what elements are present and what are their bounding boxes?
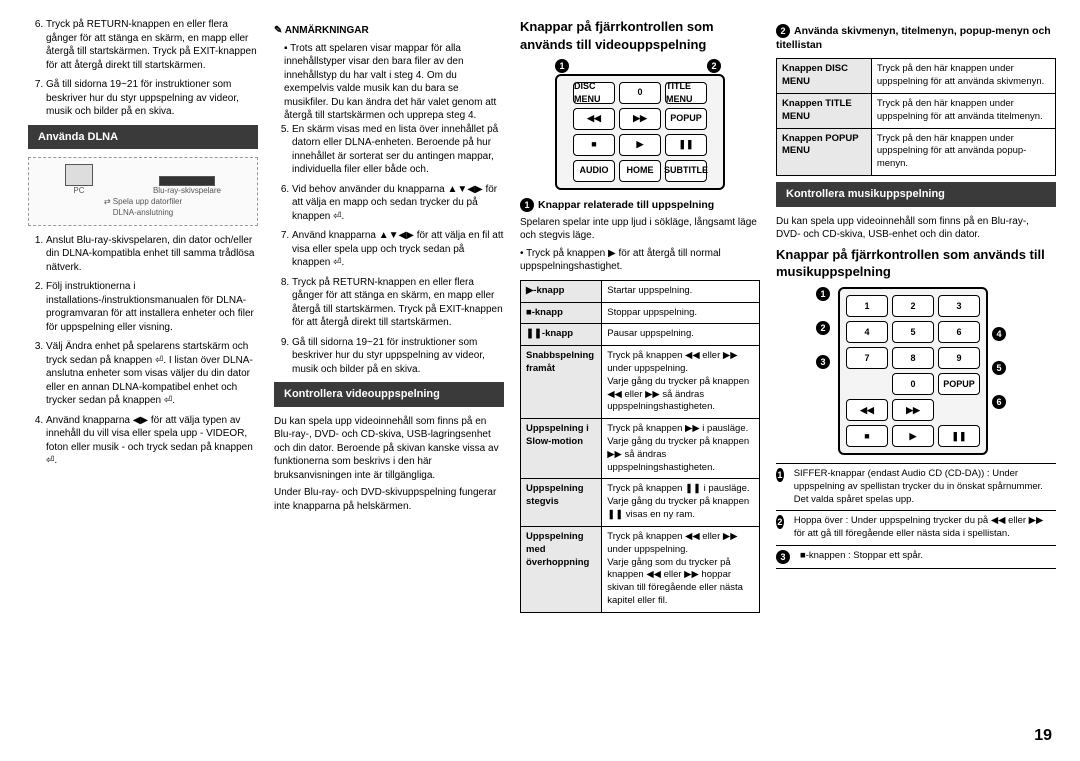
remote-button: POPUP bbox=[938, 373, 980, 395]
remote-button: ◀◀ bbox=[573, 108, 615, 130]
table-key: Knappen TITLE MENU bbox=[777, 93, 872, 128]
table-value: Tryck på den här knappen under uppspelni… bbox=[871, 128, 1055, 175]
list-item: Gå till sidorna 19~21 för instruktioner … bbox=[46, 78, 258, 119]
heading-remote-music: Knappar på fjärrkontrollen som används t… bbox=[776, 246, 1056, 281]
music-para: Du kan spela upp videoinnehåll som finns… bbox=[776, 215, 1056, 242]
table-key: Uppspelning stegvis bbox=[521, 479, 602, 526]
menu-table: Knappen DISC MENUTryck på den här knappe… bbox=[776, 58, 1056, 176]
remote-button: ■ bbox=[846, 425, 888, 447]
list-item: Gå till sidorna 19~21 för instruktioner … bbox=[292, 336, 504, 377]
sub1-text: Spelaren spelar inte upp ljud i sökläge,… bbox=[520, 216, 760, 243]
remote-music: 123 1234567890POPUP◀◀▶▶■▶❚❚ 456 bbox=[816, 287, 1016, 455]
numbered-steps-b: Anslut Blu-ray-skivspelaren, din dator o… bbox=[28, 234, 258, 468]
legend-row: 1SIFFER-knappar (endast Audio CD (CD-DA)… bbox=[776, 463, 1056, 510]
table-value: Tryck på knappen ▶▶ i pausläge. Varje gå… bbox=[602, 419, 760, 479]
page-number: 19 bbox=[1034, 725, 1052, 747]
sub2-heading: 2Använda skivmenyn, titelmenyn, popup-me… bbox=[776, 24, 1056, 52]
remote-button: 8 bbox=[892, 347, 934, 369]
remote-button: 6 bbox=[938, 321, 980, 343]
video-para-1: Du kan spela upp videoinnehåll som finns… bbox=[274, 415, 504, 483]
notes-list: Trots att spelaren visar mappar för alla… bbox=[274, 42, 504, 123]
remote-button: 0 bbox=[892, 373, 934, 395]
diagram-label-playfiles: Spela upp datorfiler bbox=[113, 197, 182, 206]
remote-button: TITLE MENU bbox=[665, 82, 707, 104]
diagram-label-pc: PC bbox=[65, 186, 93, 197]
remote-button: 2 bbox=[892, 295, 934, 317]
list-item: Tryck på RETURN-knappen en eller flera g… bbox=[292, 276, 504, 330]
table-value: Startar uppspelning. bbox=[602, 280, 760, 302]
dlna-diagram: PC Blu-ray-skivspelare ⇄ Spela upp dator… bbox=[28, 157, 258, 225]
remote-button: ❚❚ bbox=[665, 134, 707, 156]
legend-row: 3■-knappen : Stoppar ett spår. bbox=[776, 545, 1056, 569]
section-dlna-title: Använda DLNA bbox=[28, 125, 258, 150]
remote-button: ▶ bbox=[892, 425, 934, 447]
legend-row: 2Hoppa över : Under uppspelning trycker … bbox=[776, 510, 1056, 545]
diagram-label-dlnaconn: DLNA-anslutning bbox=[35, 208, 251, 219]
remote-button: ❚❚ bbox=[938, 425, 980, 447]
notes-heading: ANMÄRKNINGAR bbox=[274, 24, 504, 38]
table-key: Uppspelning i Slow-motion bbox=[521, 419, 602, 479]
sub1-bullet: • Tryck på knappen ▶ för att återgå till… bbox=[520, 247, 760, 274]
diagram-label-player: Blu-ray-skivspelare bbox=[153, 186, 221, 197]
playback-table: ▶-knappStartar uppspelning.■-knappStoppa… bbox=[520, 280, 760, 613]
list-item: Följ instruktionerna i installations-/in… bbox=[46, 280, 258, 334]
remote-button: ▶▶ bbox=[619, 108, 661, 130]
table-key: Knappen POPUP MENU bbox=[777, 128, 872, 175]
remote-button: 0 bbox=[619, 82, 661, 104]
table-key: Snabbspelning framåt bbox=[521, 346, 602, 419]
table-key: ❚❚-knapp bbox=[521, 324, 602, 346]
remote-button: SUBTITLE bbox=[665, 160, 707, 182]
table-key: ■-knapp bbox=[521, 302, 602, 324]
remote-button: ◀◀ bbox=[846, 399, 888, 421]
remote-button: 4 bbox=[846, 321, 888, 343]
list-item: Använd knapparna ◀▶ för att välja typen … bbox=[46, 414, 258, 468]
remote-button: POPUP bbox=[665, 108, 707, 130]
table-key: Knappen DISC MENU bbox=[777, 59, 872, 94]
remote-video: 12 DISC MENU0TITLE MENU◀◀▶▶POPUP■▶❚❚AUDI… bbox=[555, 59, 725, 189]
numbered-steps-c2: En skärm visas med en lista över innehål… bbox=[274, 123, 504, 377]
table-value: Pausar uppspelning. bbox=[602, 324, 760, 346]
video-para-2: Under Blu-ray- och DVD-skivuppspelning f… bbox=[274, 486, 504, 513]
list-item: Välj Ändra enhet på spelarens startskärm… bbox=[46, 340, 258, 408]
remote-button: DISC MENU bbox=[573, 82, 615, 104]
table-value: Tryck på knappen ◀◀ eller ▶▶ under uppsp… bbox=[602, 526, 760, 612]
section-video-title: Kontrollera videouppspelning bbox=[274, 382, 504, 407]
remote-button: 1 bbox=[846, 295, 888, 317]
sub1-heading: 1Knappar relaterade till uppspelning bbox=[520, 198, 760, 212]
table-value: Tryck på den här knappen under uppspelni… bbox=[871, 93, 1055, 128]
table-key: Uppspelning med överhoppning bbox=[521, 526, 602, 612]
numbered-steps-a: Tryck på RETURN-knappen en eller flera g… bbox=[28, 18, 258, 119]
list-item: Anslut Blu-ray-skivspelaren, din dator o… bbox=[46, 234, 258, 275]
remote-button: 5 bbox=[892, 321, 934, 343]
section-music-title: Kontrollera musikuppspelning bbox=[776, 182, 1056, 207]
remote-button: 9 bbox=[938, 347, 980, 369]
list-item: Tryck på RETURN-knappen en eller flera g… bbox=[46, 18, 258, 72]
remote-button: 3 bbox=[938, 295, 980, 317]
table-key: ▶-knapp bbox=[521, 280, 602, 302]
remote-button: ▶▶ bbox=[892, 399, 934, 421]
remote-button: ■ bbox=[573, 134, 615, 156]
note-item: Trots att spelaren visar mappar för alla… bbox=[284, 42, 504, 123]
remote-button: AUDIO bbox=[573, 160, 615, 182]
list-item: Använd knapparna ▲▼◀▶ för att välja en f… bbox=[292, 229, 504, 270]
list-item: Vid behov använder du knapparna ▲▼◀▶ för… bbox=[292, 183, 504, 224]
table-value: Tryck på den här knappen under uppspelni… bbox=[871, 59, 1055, 94]
list-item: En skärm visas med en lista över innehål… bbox=[292, 123, 504, 177]
table-value: Tryck på knappen ❚❚ i pausläge. Varje gå… bbox=[602, 479, 760, 526]
table-value: Tryck på knappen ◀◀ eller ▶▶ under uppsp… bbox=[602, 346, 760, 419]
table-value: Stoppar uppspelning. bbox=[602, 302, 760, 324]
heading-remote-video: Knappar på fjärrkontrollen som används t… bbox=[520, 18, 760, 53]
remote-button: 7 bbox=[846, 347, 888, 369]
remote-button: ▶ bbox=[619, 134, 661, 156]
remote-button: HOME bbox=[619, 160, 661, 182]
music-legend: 1SIFFER-knappar (endast Audio CD (CD-DA)… bbox=[776, 463, 1056, 569]
